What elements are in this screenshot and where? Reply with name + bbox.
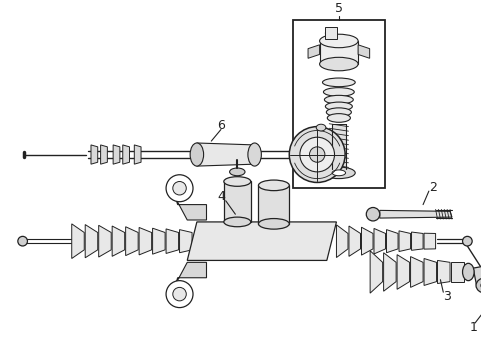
Ellipse shape	[325, 28, 337, 38]
Polygon shape	[91, 145, 98, 164]
Polygon shape	[173, 188, 206, 220]
Polygon shape	[123, 145, 129, 164]
Ellipse shape	[476, 278, 490, 293]
Polygon shape	[337, 225, 348, 257]
Polygon shape	[134, 145, 141, 164]
Ellipse shape	[463, 237, 472, 246]
Ellipse shape	[173, 287, 186, 301]
Polygon shape	[152, 228, 165, 254]
Polygon shape	[224, 181, 251, 222]
Polygon shape	[411, 257, 423, 287]
Polygon shape	[187, 222, 337, 260]
Polygon shape	[370, 251, 383, 293]
Text: 1: 1	[469, 321, 477, 334]
Polygon shape	[473, 264, 490, 287]
Polygon shape	[259, 185, 289, 224]
Ellipse shape	[481, 282, 490, 289]
Polygon shape	[173, 262, 206, 294]
Polygon shape	[451, 262, 464, 282]
Text: 2: 2	[429, 181, 437, 194]
Polygon shape	[380, 210, 452, 218]
Polygon shape	[349, 226, 361, 256]
Polygon shape	[197, 143, 255, 166]
Ellipse shape	[322, 167, 355, 179]
Ellipse shape	[327, 114, 350, 122]
Polygon shape	[387, 230, 398, 253]
Ellipse shape	[289, 127, 345, 183]
Polygon shape	[399, 231, 411, 252]
Ellipse shape	[300, 137, 335, 172]
Ellipse shape	[259, 180, 289, 191]
Polygon shape	[166, 229, 178, 253]
Polygon shape	[438, 260, 450, 284]
Ellipse shape	[166, 281, 193, 307]
Ellipse shape	[485, 304, 490, 313]
Ellipse shape	[190, 143, 204, 166]
Ellipse shape	[463, 263, 474, 281]
Bar	[293, 20, 385, 188]
Polygon shape	[362, 227, 373, 255]
Ellipse shape	[323, 87, 354, 96]
Ellipse shape	[332, 170, 345, 176]
Ellipse shape	[224, 177, 251, 186]
Ellipse shape	[224, 217, 251, 227]
Ellipse shape	[230, 168, 245, 176]
Polygon shape	[384, 253, 396, 291]
Polygon shape	[332, 124, 345, 169]
Polygon shape	[319, 41, 358, 64]
Ellipse shape	[322, 78, 355, 87]
Ellipse shape	[325, 102, 352, 111]
Ellipse shape	[324, 95, 353, 104]
Ellipse shape	[319, 57, 358, 71]
Polygon shape	[113, 145, 120, 164]
Polygon shape	[85, 225, 98, 258]
Ellipse shape	[259, 219, 289, 229]
Polygon shape	[139, 228, 151, 255]
Polygon shape	[72, 224, 84, 258]
Ellipse shape	[18, 237, 27, 246]
Polygon shape	[112, 226, 124, 256]
Text: 6: 6	[217, 119, 225, 132]
Polygon shape	[424, 233, 436, 249]
Text: 3: 3	[443, 289, 451, 302]
Polygon shape	[308, 45, 319, 58]
Polygon shape	[412, 232, 423, 250]
Ellipse shape	[316, 124, 326, 131]
Polygon shape	[100, 145, 107, 164]
Polygon shape	[397, 255, 410, 289]
Text: 5: 5	[335, 2, 343, 15]
Polygon shape	[179, 230, 192, 253]
Polygon shape	[125, 227, 138, 256]
Ellipse shape	[326, 108, 351, 117]
Polygon shape	[424, 258, 437, 285]
Ellipse shape	[248, 143, 261, 166]
Polygon shape	[374, 229, 386, 254]
Bar	[325, 27, 337, 39]
Ellipse shape	[367, 207, 380, 221]
Polygon shape	[98, 225, 111, 257]
Text: 4: 4	[217, 190, 225, 203]
Ellipse shape	[173, 181, 186, 195]
Ellipse shape	[166, 175, 193, 202]
Polygon shape	[358, 45, 369, 58]
Ellipse shape	[310, 147, 325, 162]
Ellipse shape	[319, 34, 358, 48]
